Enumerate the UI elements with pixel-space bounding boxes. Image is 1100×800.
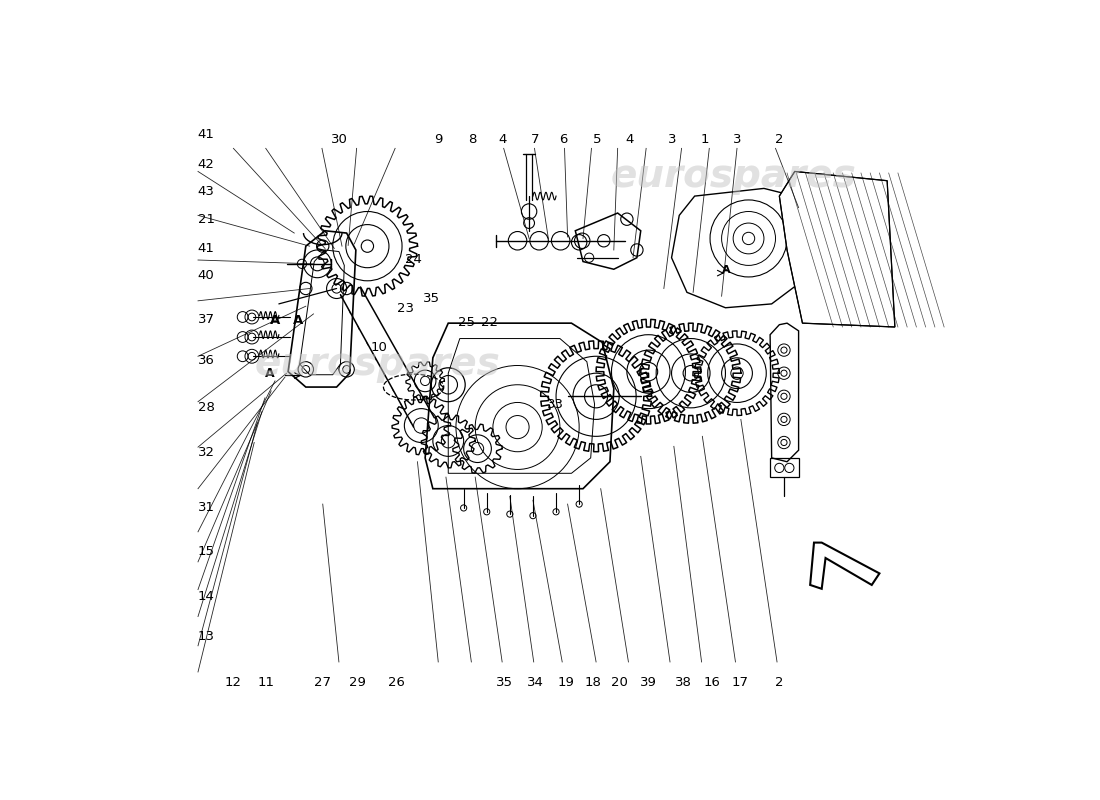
- Text: 31: 31: [198, 501, 214, 514]
- Text: 35: 35: [424, 291, 440, 305]
- Text: 25: 25: [458, 316, 475, 329]
- Text: 17: 17: [732, 675, 748, 689]
- Text: 20: 20: [612, 675, 628, 689]
- Text: 28: 28: [198, 401, 214, 414]
- Text: 37: 37: [198, 313, 214, 326]
- Text: eurospares: eurospares: [610, 157, 856, 195]
- Text: 14: 14: [198, 590, 214, 602]
- Text: eurospares: eurospares: [254, 345, 500, 383]
- Text: 34: 34: [527, 675, 544, 689]
- Text: 2: 2: [776, 675, 784, 689]
- Text: 32: 32: [198, 446, 214, 458]
- Text: A: A: [293, 314, 303, 327]
- Text: A: A: [265, 366, 275, 380]
- Text: 12: 12: [224, 675, 242, 689]
- Text: 15: 15: [198, 546, 214, 558]
- Text: 38: 38: [674, 675, 692, 689]
- Text: 30: 30: [331, 133, 348, 146]
- Text: 6: 6: [560, 133, 568, 146]
- Text: 4: 4: [498, 133, 507, 146]
- Text: 2: 2: [776, 133, 784, 146]
- Text: 3: 3: [733, 133, 741, 146]
- Text: 23: 23: [397, 302, 414, 315]
- Text: 19: 19: [558, 675, 574, 689]
- Text: 1: 1: [700, 133, 708, 146]
- Text: 11: 11: [257, 675, 274, 689]
- Text: 16: 16: [704, 675, 720, 689]
- Text: 9: 9: [434, 133, 442, 146]
- Text: 27: 27: [314, 675, 331, 689]
- Text: eurospares: eurospares: [610, 157, 856, 195]
- Text: 3: 3: [668, 133, 676, 146]
- Text: 4: 4: [626, 133, 634, 146]
- Text: 26: 26: [387, 675, 405, 689]
- Text: 40: 40: [198, 270, 214, 282]
- Text: 24: 24: [405, 253, 421, 266]
- Text: 29: 29: [349, 675, 365, 689]
- Text: 22: 22: [481, 316, 497, 329]
- Text: 35: 35: [496, 675, 513, 689]
- Text: 10: 10: [371, 341, 387, 354]
- Text: 7: 7: [530, 133, 539, 146]
- Text: 5: 5: [593, 133, 602, 146]
- Text: 8: 8: [469, 133, 476, 146]
- Text: A: A: [723, 266, 732, 275]
- Text: 18: 18: [584, 675, 601, 689]
- Text: 33: 33: [547, 398, 564, 410]
- Text: 41: 41: [198, 128, 214, 142]
- Polygon shape: [779, 171, 895, 327]
- Text: 42: 42: [198, 158, 214, 171]
- Text: eurospares: eurospares: [254, 345, 500, 383]
- Text: 43: 43: [198, 185, 214, 198]
- Text: 39: 39: [640, 675, 657, 689]
- Text: 21: 21: [198, 213, 214, 226]
- Text: 41: 41: [198, 242, 214, 255]
- Text: A: A: [270, 314, 280, 327]
- Text: 36: 36: [198, 354, 214, 367]
- Text: 13: 13: [198, 630, 214, 643]
